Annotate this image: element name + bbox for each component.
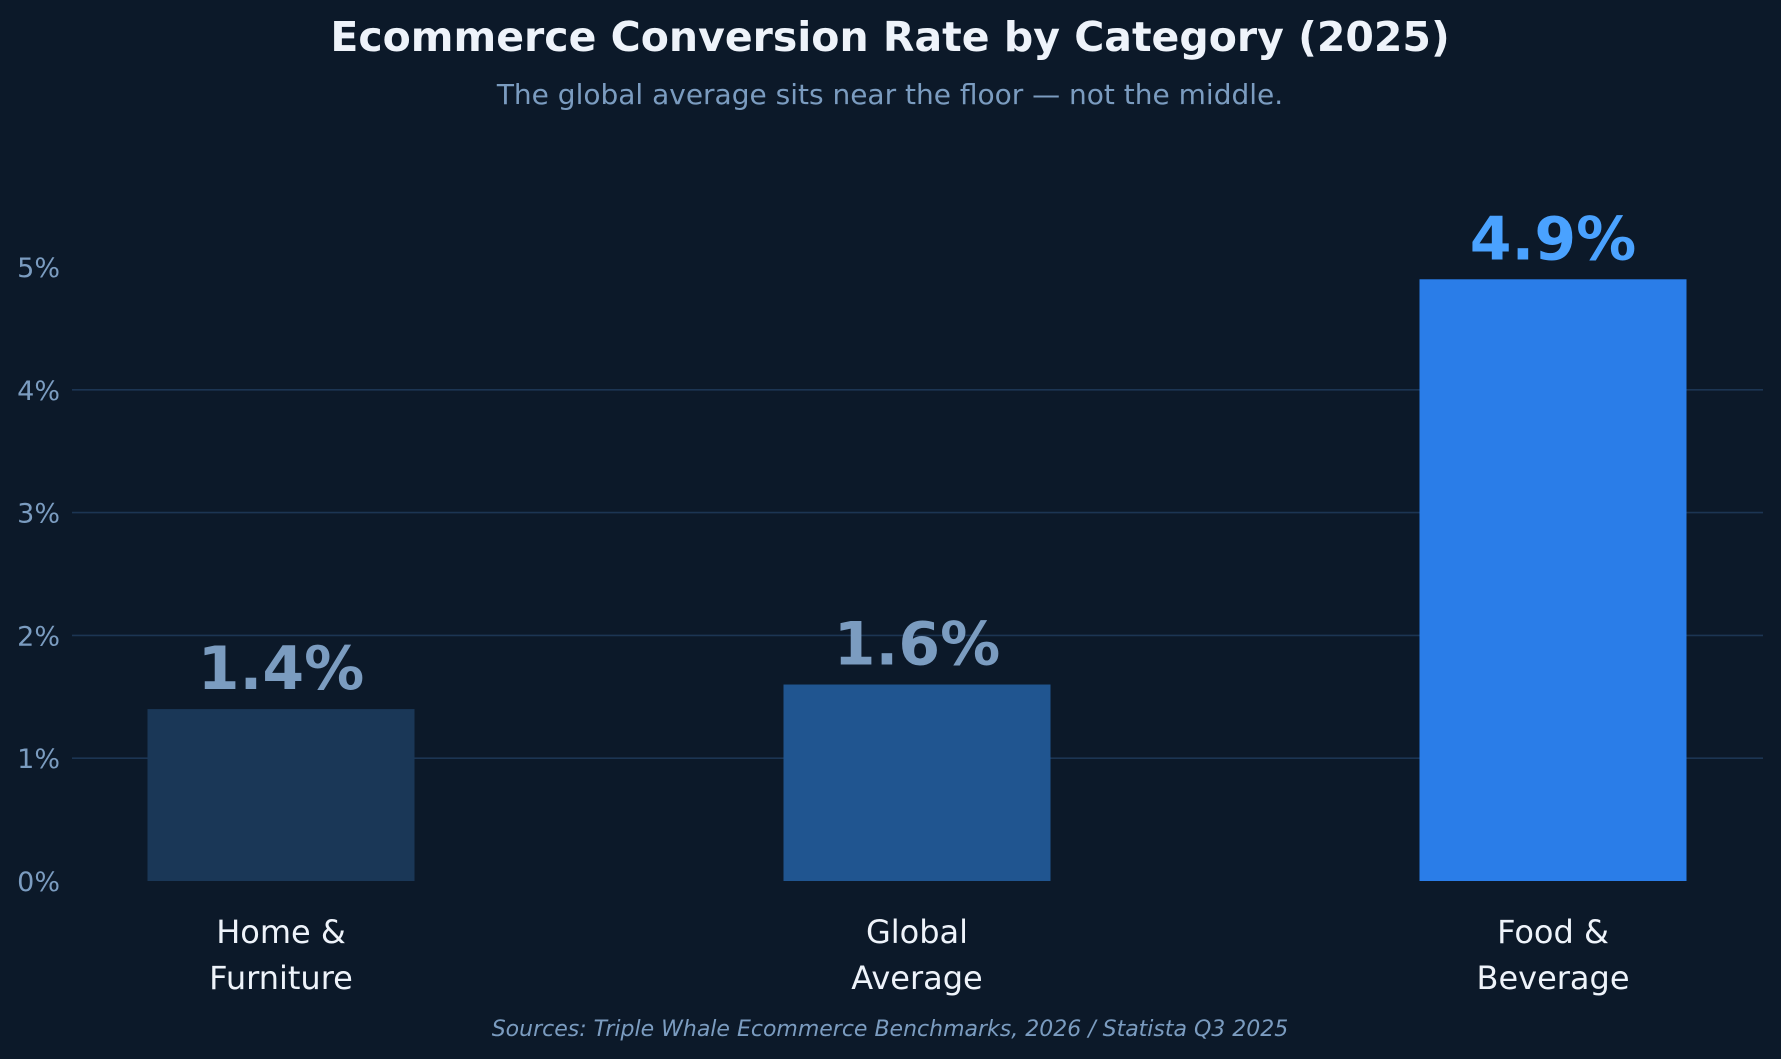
- x-tick-label: Food &: [1497, 913, 1609, 951]
- x-tick-label: Furniture: [209, 959, 353, 997]
- y-tick-label: 3%: [17, 499, 60, 530]
- bar: [783, 684, 1051, 881]
- y-tick-label: 2%: [17, 621, 60, 652]
- y-axis: 0% 1% 2% 3% 4% 5%: [17, 253, 60, 898]
- bar-value-label: 4.9%: [1470, 204, 1636, 274]
- chart-source: Sources: Triple Whale Ecommerce Benchmar…: [492, 1017, 1289, 1042]
- chart-title: Ecommerce Conversion Rate by Category (2…: [330, 13, 1449, 61]
- bar-value-label: 1.6%: [834, 610, 1000, 680]
- y-tick-label: 1%: [17, 744, 60, 775]
- bar: [1419, 279, 1687, 881]
- x-tick-label: Home &: [216, 913, 346, 951]
- x-axis: Home & Furniture Global Average Food & Bevera…: [209, 913, 1629, 997]
- y-tick-label: 5%: [17, 253, 60, 284]
- x-tick-label: Global: [866, 913, 968, 951]
- bar: [147, 709, 415, 881]
- data-labels: 1.4% 1.6% 4.9%: [198, 204, 1636, 704]
- y-tick-label: 0%: [17, 867, 60, 898]
- chart-subtitle: The global average sits near the floor —…: [496, 78, 1283, 111]
- bar-value-label: 1.4%: [198, 634, 364, 704]
- x-tick-label: Average: [851, 959, 982, 997]
- y-tick-label: 4%: [17, 376, 60, 407]
- x-tick-label: Beverage: [1476, 959, 1629, 997]
- bars: [147, 279, 1687, 881]
